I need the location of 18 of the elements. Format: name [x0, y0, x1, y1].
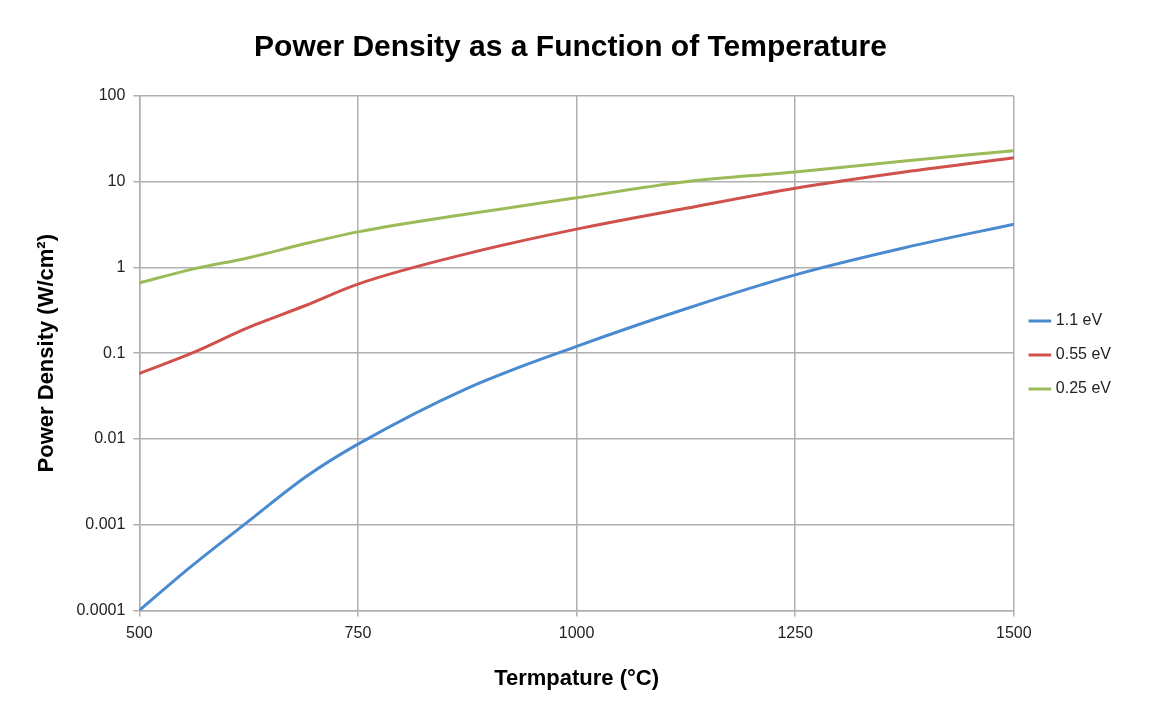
y-tick-label: 100 — [98, 86, 126, 104]
x-tick-label: 1000 — [558, 624, 595, 642]
y-tick-label: 0.001 — [85, 515, 126, 533]
x-axis-title: Termpature (°C) — [494, 664, 660, 690]
chart-title: Power Density as a Function of Temperature — [254, 29, 887, 63]
x-tick-label: 1250 — [777, 624, 814, 642]
y-tick-label: 0.1 — [103, 343, 126, 361]
x-tick-label: 1500 — [996, 624, 1032, 642]
x-tick-label: 750 — [344, 624, 372, 642]
y-tick-label: 0.01 — [94, 429, 126, 447]
legend-label: 0.25 eV — [1055, 379, 1112, 397]
x-tick-label: 500 — [125, 624, 153, 642]
y-tick-label: 10 — [107, 172, 126, 190]
legend-label: 1.1 eV — [1055, 311, 1103, 329]
y-tick-label: 0.0001 — [76, 600, 126, 618]
legend-label: 0.55 eV — [1055, 345, 1112, 363]
y-axis-title: Power Density (W/cm²) — [33, 234, 59, 473]
y-tick-label: 1 — [116, 257, 126, 275]
